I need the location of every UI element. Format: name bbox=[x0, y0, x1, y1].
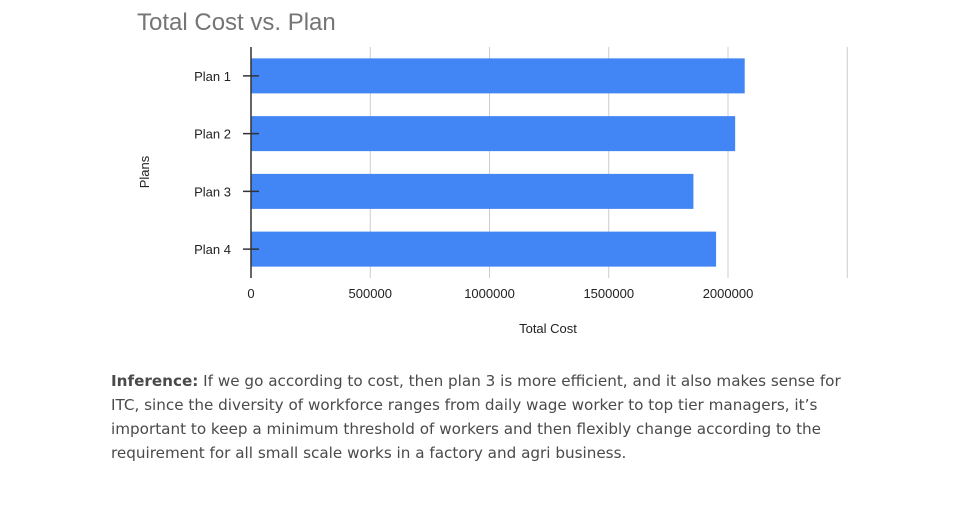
y-axis-label: Plans bbox=[137, 155, 152, 188]
bars bbox=[251, 58, 745, 267]
inference-label: Inference: bbox=[111, 372, 199, 390]
bar-plan-3 bbox=[251, 173, 694, 209]
y-tick-label: Plan 2 bbox=[194, 127, 231, 142]
y-tick-label: Plan 1 bbox=[194, 69, 231, 84]
inference-text: If we go according to cost, then plan 3 … bbox=[111, 372, 841, 462]
chart-title: Total Cost vs. Plan bbox=[137, 9, 336, 36]
y-tick-label: Plan 3 bbox=[194, 184, 231, 199]
y-tick-label: Plan 4 bbox=[194, 242, 231, 257]
bar-plan-1 bbox=[251, 58, 745, 94]
inference-paragraph: Inference: If we go according to cost, t… bbox=[111, 369, 871, 465]
axes: Plan 1 Plan 2 Plan 3 Plan 4 0 500000 1000000 15… bbox=[194, 47, 753, 301]
bar-plan-2 bbox=[251, 116, 736, 152]
x-tick-label: 1000000 bbox=[464, 286, 515, 301]
x-axis-label: Total Cost bbox=[519, 321, 577, 336]
x-tick-label: 2000000 bbox=[703, 286, 754, 301]
bar-plan-4 bbox=[251, 231, 717, 267]
x-tick-label: 0 bbox=[247, 286, 254, 301]
x-tick-label: 500000 bbox=[349, 286, 392, 301]
x-tick-label: 1500000 bbox=[583, 286, 634, 301]
